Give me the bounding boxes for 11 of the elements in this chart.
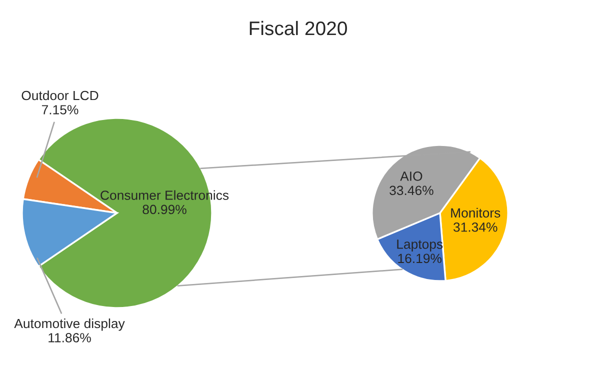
slice-label: Automotive display <box>14 318 125 331</box>
data-label: 16.19% <box>398 254 442 264</box>
data-label: 80.99% <box>142 204 186 214</box>
data-label: 33.46% <box>390 186 434 196</box>
slice-label: Outdoor LCD <box>22 90 98 100</box>
data-label: 31.34% <box>453 222 498 232</box>
text: Fiscal 2020 <box>250 20 347 36</box>
slice-label: AIO <box>400 172 422 181</box>
data-label: 11.86% <box>48 333 91 342</box>
data-label: 7.15% <box>42 105 78 114</box>
slice-label: Monitors <box>451 208 500 218</box>
